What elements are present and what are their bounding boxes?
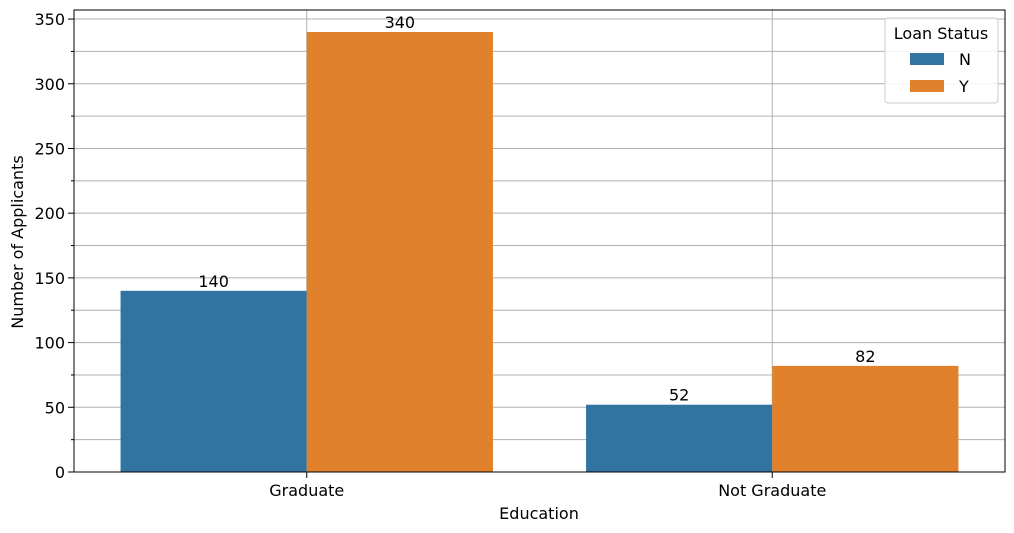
y-tick-label: 300 — [34, 75, 65, 94]
legend-title: Loan Status — [894, 24, 988, 43]
legend-swatch-y — [910, 80, 944, 92]
y-tick-label: 250 — [34, 139, 65, 158]
bar-n-graduate — [120, 290, 307, 472]
y-tick-label: 0 — [55, 463, 65, 482]
y-tick-label: 350 — [34, 10, 65, 29]
y-tick-label: 100 — [34, 334, 65, 353]
data-label: 52 — [669, 386, 689, 405]
y-axis-title: Number of Applicants — [8, 155, 27, 328]
legend-label-n: N — [959, 50, 971, 69]
x-tick-label: Not Graduate — [718, 481, 826, 500]
legend-label-y: Y — [958, 77, 969, 96]
x-tick-label: Graduate — [269, 481, 344, 500]
bar-y-not-graduate — [772, 365, 959, 472]
plot-frame — [73, 9, 1006, 473]
bar-n-not-graduate — [586, 404, 773, 472]
bar-y-graduate — [306, 32, 493, 472]
x-axis-title: Education — [499, 504, 579, 523]
bars — [120, 32, 959, 472]
y-tick-label: 150 — [34, 269, 65, 288]
legend-swatch-n — [910, 53, 944, 65]
data-label: 340 — [385, 13, 416, 32]
legend: Loan Status NY — [884, 17, 999, 104]
axes: 0 50 100 150 200 250 300 350 Graduate Not Graduat… — [34, 9, 1006, 500]
data-label: 140 — [198, 272, 229, 291]
data-labels: 140 340 52 82 — [198, 13, 875, 405]
y-tick-label: 200 — [34, 204, 65, 223]
y-tick-label: 50 — [45, 398, 65, 417]
data-label: 82 — [855, 347, 875, 366]
